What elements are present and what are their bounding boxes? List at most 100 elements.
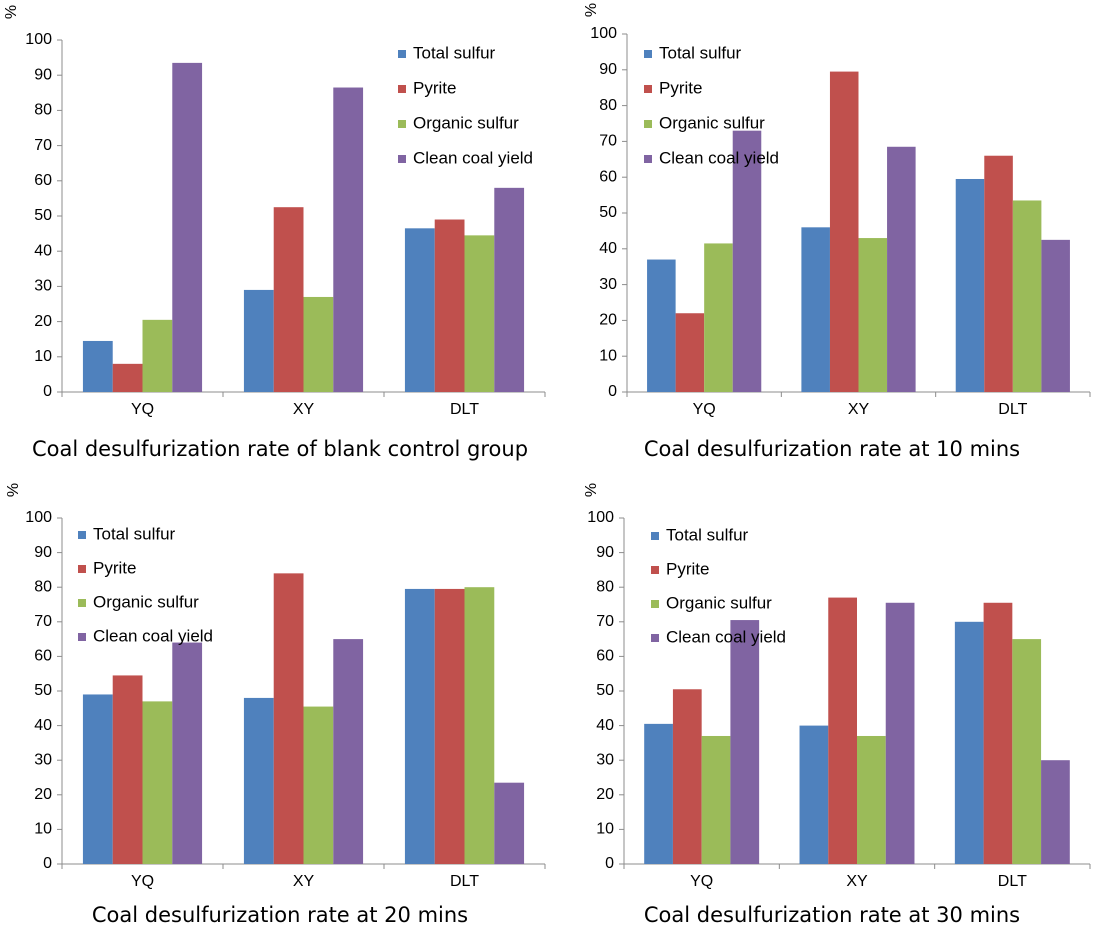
- legend-label: Organic sulfur: [666, 593, 772, 612]
- legend-swatch: [78, 599, 86, 607]
- bar-yq-series-2: [112, 363, 143, 392]
- bar-xy-series-2: [829, 71, 859, 392]
- bar-yq-series-2: [672, 689, 702, 864]
- y-tick-label: 80: [599, 97, 617, 114]
- y-tick-label: 90: [596, 544, 614, 561]
- legend-swatch: [644, 120, 652, 128]
- y-tick-label: 20: [34, 313, 52, 330]
- bar-xy-series-4: [885, 602, 915, 864]
- bar-yq-series-3: [142, 319, 173, 392]
- legend-label: Total sulfur: [93, 524, 176, 543]
- bar-dlt-series-3: [464, 235, 495, 392]
- legend-label: Pyrite: [666, 559, 709, 578]
- y-tick-label: 10: [34, 348, 52, 365]
- y-tick-label: 70: [596, 613, 614, 630]
- y-tick-label: 0: [43, 855, 52, 872]
- bar-yq-series-1: [644, 723, 673, 864]
- bar-xy-series-2: [273, 207, 304, 392]
- bar-chart: % 0 10 20 30 40 50 60 70 80 90 100 YQ XY DLT Total sulf…: [3, 5, 546, 418]
- bar-yq-series-3: [704, 243, 733, 392]
- y-tick-label: 70: [599, 133, 617, 150]
- bar-yq-series-1: [82, 694, 113, 864]
- y-tick-label: 90: [34, 66, 52, 83]
- chart-caption: Coal desulfurization rate of blank contr…: [31, 437, 529, 461]
- bar-yq-series-3: [701, 735, 731, 864]
- y-tick-label: 20: [34, 786, 52, 803]
- bar-xy-series-3: [303, 296, 334, 392]
- legend-label: Pyrite: [659, 78, 702, 97]
- bar-yq-series-2: [675, 313, 705, 392]
- bar-dlt-series-1: [404, 588, 435, 864]
- y-tick-label: 30: [596, 751, 614, 768]
- bar-xy-series-4: [333, 639, 364, 864]
- legend-label: Organic sulfur: [413, 113, 519, 132]
- x-category-label: DLT: [998, 873, 1027, 890]
- legend-label: Organic sulfur: [93, 592, 199, 611]
- bar-xy-series-2: [828, 597, 857, 864]
- y-tick-label: 90: [34, 544, 52, 561]
- legend-swatch: [398, 155, 406, 163]
- x-category-label: DLT: [998, 401, 1027, 418]
- y-tick-label: 20: [596, 786, 614, 803]
- y-tick-label: 70: [34, 137, 52, 154]
- bar-dlt-series-4: [1041, 760, 1070, 864]
- legend-swatch: [398, 50, 406, 58]
- y-tick-label: 10: [34, 821, 52, 838]
- legend-swatch: [651, 600, 659, 608]
- legend-label: Clean coal yield: [659, 148, 779, 167]
- bar-dlt-series-4: [494, 782, 525, 864]
- y-tick-label: 60: [34, 648, 52, 665]
- bar-xy-series-1: [243, 697, 274, 864]
- bar-dlt-series-3: [1012, 639, 1042, 864]
- chart-panel-blank-control: % 0 10 20 30 40 50 60 70 80 90 100 YQ XY DLT Total sulf…: [0, 0, 560, 470]
- y-tick-label: 40: [34, 717, 52, 734]
- legend-swatch: [78, 633, 86, 641]
- bar-dlt-series-1: [404, 228, 435, 392]
- legend-swatch: [78, 565, 86, 573]
- bar-dlt-series-1: [955, 178, 985, 392]
- bar-yq-series-4: [732, 130, 762, 392]
- bar-xy-series-1: [801, 227, 830, 392]
- legend-swatch: [398, 120, 406, 128]
- y-tick-label: 100: [587, 509, 614, 526]
- bar-xy-series-3: [303, 706, 334, 864]
- y-tick-label: 10: [596, 821, 614, 838]
- bar-dlt-series-4: [494, 187, 525, 392]
- y-axis-unit-label: %: [583, 483, 600, 497]
- legend-label: Pyrite: [93, 558, 136, 577]
- y-tick-label: 50: [34, 682, 52, 699]
- legend-label: Pyrite: [413, 78, 456, 97]
- y-tick-label: 90: [599, 61, 617, 78]
- x-category-label: XY: [848, 401, 870, 418]
- bar-dlt-series-2: [984, 155, 1013, 392]
- legend-swatch: [651, 532, 659, 540]
- y-tick-label: 30: [599, 276, 617, 293]
- legend-swatch: [398, 85, 406, 93]
- y-tick-label: 80: [34, 102, 52, 119]
- bar-xy-series-1: [243, 289, 274, 392]
- legend-swatch: [644, 155, 652, 163]
- legend-swatch: [651, 566, 659, 574]
- legend-label: Total sulfur: [413, 43, 496, 62]
- bar-chart: % 0 10 20 30 40 50 60 70 80 90 100 YQ XY DLT Total sulf…: [583, 3, 1091, 418]
- chart-panel-30-mins: % 0 10 20 30 40 50 60 70 80 90 100 YQ XY DLT Total sulf…: [560, 470, 1104, 938]
- legend-swatch: [644, 50, 652, 58]
- x-category-label: XY: [846, 873, 868, 890]
- y-tick-label: 60: [34, 172, 52, 189]
- y-tick-label: 40: [599, 240, 617, 257]
- y-tick-label: 30: [34, 751, 52, 768]
- bar-chart: % 0 10 20 30 40 50 60 70 80 90 100 YQ XY DLT Total sulf…: [583, 483, 1091, 890]
- x-category-label: YQ: [131, 873, 154, 890]
- y-tick-label: 100: [590, 25, 617, 42]
- bar-xy-series-3: [858, 238, 888, 392]
- y-tick-label: 0: [608, 383, 617, 400]
- chart-caption: Coal desulfurization rate at 30 mins: [643, 903, 1021, 927]
- y-tick-label: 100: [25, 31, 52, 48]
- y-tick-label: 40: [34, 242, 52, 259]
- bar-xy-series-3: [857, 735, 886, 864]
- legend-label: Organic sulfur: [659, 113, 765, 132]
- x-category-label: YQ: [693, 401, 716, 418]
- bar-xy-series-4: [333, 87, 364, 393]
- y-tick-label: 60: [599, 168, 617, 185]
- x-category-label: XY: [293, 873, 315, 890]
